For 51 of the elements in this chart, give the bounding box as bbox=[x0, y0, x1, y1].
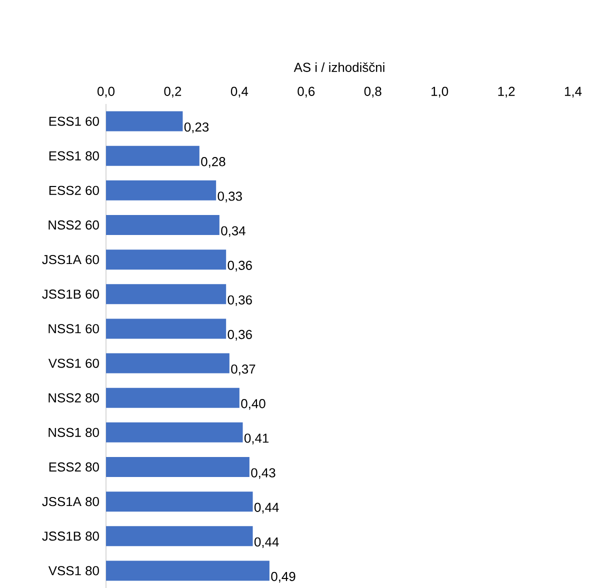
bar bbox=[106, 422, 243, 442]
x-tick-label: 0,2 bbox=[164, 86, 182, 98]
data-label: 0,41 bbox=[244, 434, 269, 444]
bar bbox=[106, 111, 183, 132]
bar bbox=[106, 526, 253, 546]
data-label: 0,37 bbox=[231, 364, 256, 376]
bar bbox=[106, 560, 270, 581]
bar bbox=[106, 492, 253, 512]
y-tick-label: VSS1 80 bbox=[48, 566, 99, 576]
y-tick-label: NSS1 60 bbox=[48, 324, 99, 334]
data-label: 0,34 bbox=[221, 226, 246, 237]
bar bbox=[106, 284, 226, 304]
data-label: 0,44 bbox=[254, 537, 279, 548]
data-label: 0,33 bbox=[218, 192, 242, 202]
data-label: 0,49 bbox=[271, 572, 296, 583]
x-tick-label: 0,8 bbox=[364, 86, 382, 98]
bar bbox=[106, 457, 250, 478]
bar bbox=[106, 318, 226, 339]
bar bbox=[106, 146, 200, 166]
y-tick-label: NSS2 80 bbox=[48, 393, 99, 402]
y-tick-label: ESS1 80 bbox=[49, 151, 99, 160]
data-label: 0,44 bbox=[254, 502, 279, 514]
bar bbox=[106, 215, 220, 236]
x-axis-title: AS i / izhodiščni bbox=[294, 62, 384, 72]
data-label: 0,36 bbox=[228, 260, 252, 272]
bar bbox=[106, 353, 230, 374]
data-label: 0,28 bbox=[201, 157, 226, 168]
y-tick-label: ESS2 60 bbox=[49, 186, 99, 196]
data-label: 0,36 bbox=[228, 330, 252, 341]
y-tick-label: JSS1A 60 bbox=[42, 254, 99, 264]
y-tick-label: VSS1 60 bbox=[48, 358, 99, 368]
x-tick-label: 1,0 bbox=[432, 86, 448, 98]
bar bbox=[106, 388, 240, 408]
data-label: 0,36 bbox=[228, 295, 252, 306]
x-tick-label: 1,4 bbox=[564, 86, 582, 98]
data-label: 0,43 bbox=[251, 468, 276, 479]
y-tick-label: NSS2 60 bbox=[48, 220, 99, 230]
bar bbox=[106, 180, 216, 200]
y-tick-label: ESS2 80 bbox=[49, 462, 99, 472]
data-label: 0,40 bbox=[241, 399, 266, 410]
x-tick-label: 0,4 bbox=[230, 86, 248, 98]
y-tick-label: ESS1 60 bbox=[49, 116, 99, 126]
x-tick-label: 0,0 bbox=[98, 86, 115, 98]
x-tick-label: 0,6 bbox=[298, 86, 315, 98]
y-tick-label: NSS1 80 bbox=[48, 428, 99, 438]
y-tick-label: JSS1A 80 bbox=[42, 496, 99, 506]
y-tick-label: JSS1B 60 bbox=[42, 290, 99, 299]
data-label: 0,23 bbox=[184, 122, 209, 134]
x-tick-label: 1,2 bbox=[498, 86, 515, 98]
y-tick-label: JSS1B 80 bbox=[42, 532, 99, 541]
bar bbox=[106, 250, 226, 270]
